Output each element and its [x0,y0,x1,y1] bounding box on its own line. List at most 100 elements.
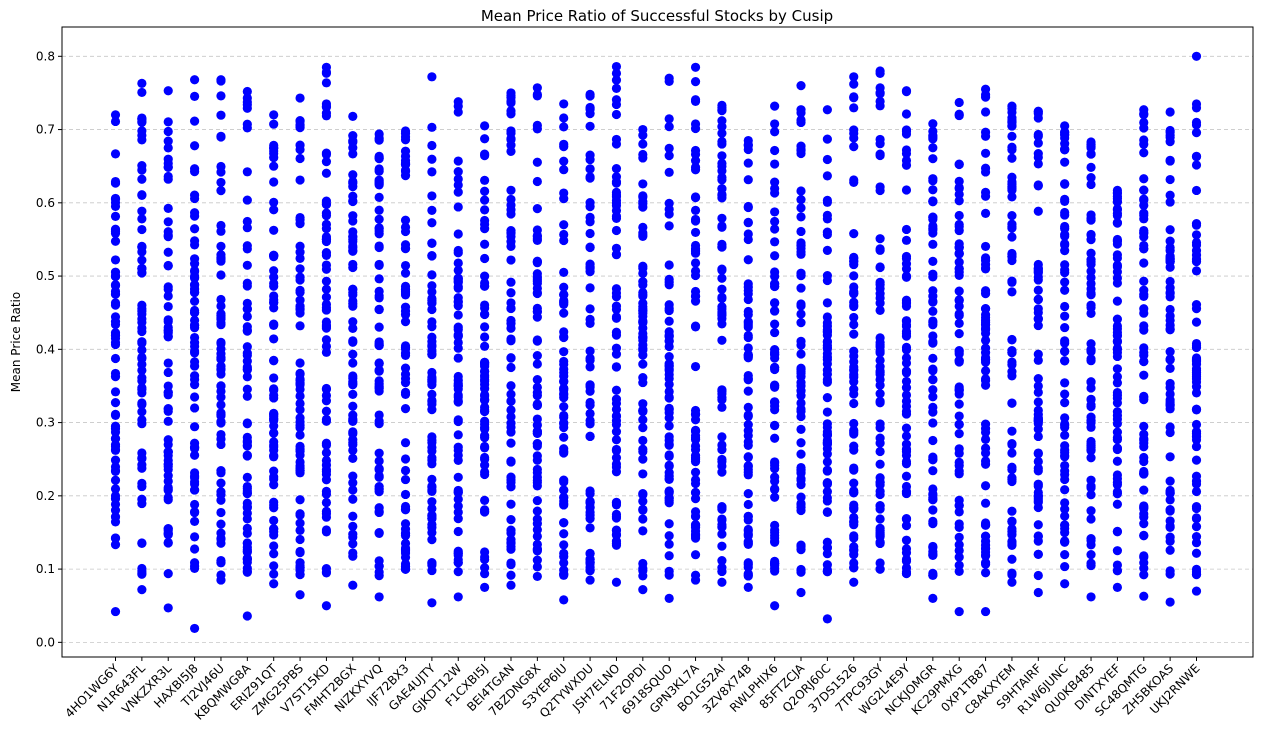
data-point [585,242,595,253]
data-point [110,330,121,340]
data-point [532,455,542,465]
data-point [374,259,384,270]
data-point [480,452,490,463]
data-point [928,435,938,446]
data-point [506,228,516,238]
data-point [1060,469,1070,480]
data-point [1191,304,1202,314]
data-point [453,258,463,268]
data-point [532,555,542,565]
data-point [453,245,463,256]
data-point [532,225,542,235]
data-point [532,83,542,93]
data-point [611,577,622,587]
data-point [849,478,859,488]
data-point [506,405,516,415]
data-point [954,461,964,471]
data-point [532,157,542,167]
data-point [770,188,780,198]
data-point [1165,347,1175,357]
data-point [427,474,437,484]
data-point [532,276,542,286]
data-point [822,134,832,144]
data-point [717,522,727,532]
data-point [480,300,490,310]
data-point [901,272,912,282]
data-point [189,224,200,234]
data-point [480,186,490,196]
data-point [269,161,279,171]
data-point [1191,419,1202,430]
data-point [611,284,622,294]
data-point [928,385,938,395]
data-point [506,499,516,509]
data-point [532,387,542,398]
data-point [1033,587,1043,598]
data-point [559,432,569,442]
data-point [427,503,437,514]
data-point [269,320,279,330]
data-point [1060,338,1070,348]
data-point [796,283,806,293]
data-point [189,508,200,518]
data-point [980,264,991,274]
data-point [1112,336,1123,346]
data-point [822,437,832,447]
data-point [717,139,727,149]
data-point [427,72,437,82]
data-point [1007,131,1017,141]
data-point [980,241,991,252]
data-point [137,214,147,224]
data-point [611,411,622,421]
data-point [1165,174,1175,185]
data-point [321,567,332,577]
data-point [216,570,226,580]
data-point [690,216,701,226]
data-point [216,507,226,518]
data-point [849,520,859,530]
data-point [1139,421,1149,431]
data-point [822,245,832,255]
data-point [1033,502,1043,513]
y-tick-label: 0.2 [36,489,55,503]
data-point [1007,251,1017,262]
data-point [928,196,938,206]
data-point [822,105,832,115]
data-point [374,322,384,332]
data-point [321,211,332,221]
data-point [321,601,332,611]
data-point [110,465,121,475]
data-point [1033,431,1043,442]
data-point [1191,479,1202,489]
data-point [559,447,569,457]
data-point [901,447,912,457]
data-point [321,292,332,302]
data-point [532,232,542,242]
data-point [110,289,121,299]
data-point [453,229,463,239]
data-point [1139,469,1149,479]
data-point [664,403,674,413]
data-point [374,164,384,174]
grid-lines [62,55,1253,643]
data-point [954,189,964,200]
data-point [822,478,832,488]
data-point [954,110,964,121]
data-point [822,496,832,506]
data-point [954,249,964,259]
data-point [295,546,305,557]
data-point [1007,439,1017,450]
data-point [532,495,542,506]
data-point [1086,346,1096,356]
data-point [321,199,332,210]
data-point [849,312,859,323]
data-point [1165,236,1175,246]
data-point [849,389,859,399]
data-point [1033,387,1043,398]
data-point [321,438,332,448]
data-point [638,435,648,446]
data-point [638,317,648,328]
data-point [875,139,885,149]
data-point [1112,398,1123,408]
data-point [216,369,226,379]
